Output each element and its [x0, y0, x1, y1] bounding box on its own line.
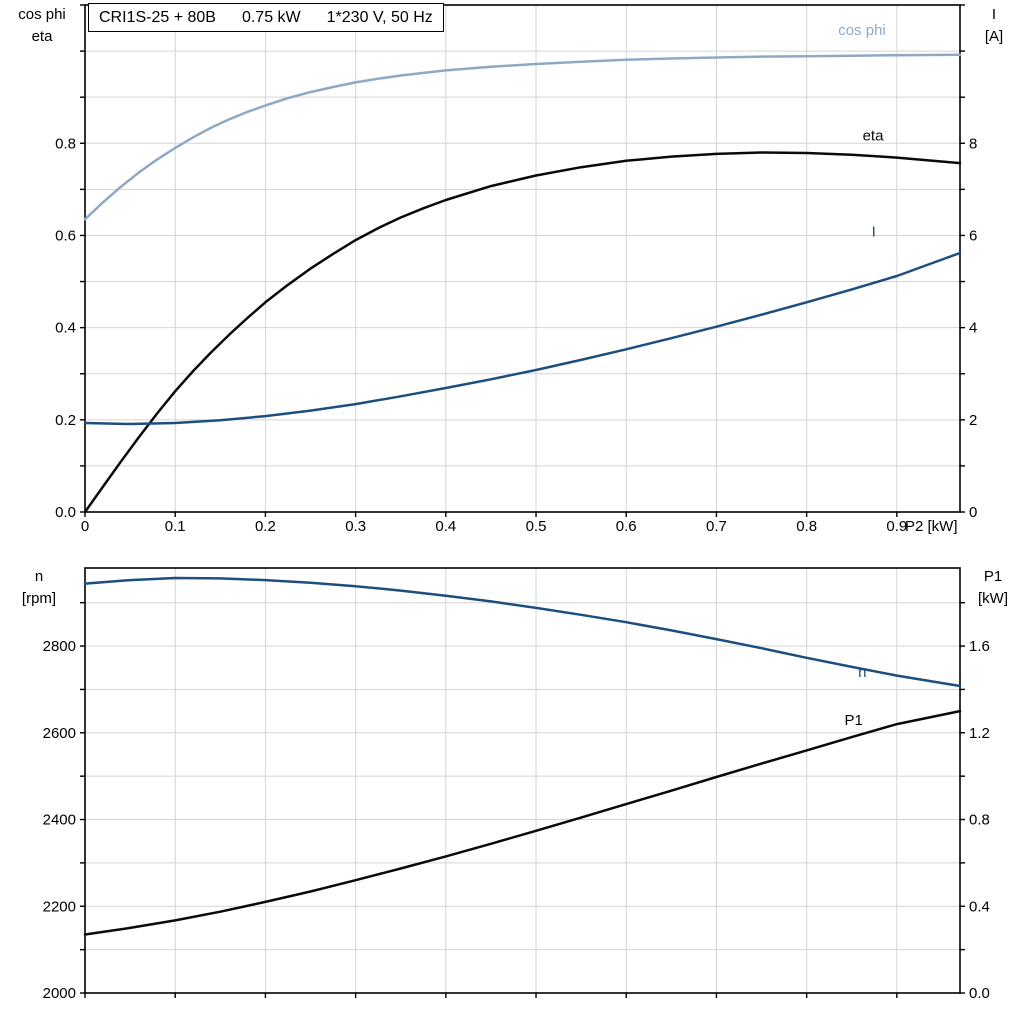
- curve-label-i: I: [872, 223, 876, 240]
- left-tick-label: 2800: [43, 638, 76, 655]
- curve-n: [83, 576, 962, 688]
- left-axis-title-line1: n: [34, 568, 44, 585]
- left-tick-label: 0.2: [55, 412, 76, 429]
- x-tick-label: 0.4: [435, 518, 456, 535]
- chart-title-box: CRI1S-25 + 80B 0.75 kW 1*230 V, 50 Hz: [88, 3, 444, 32]
- left-tick-label: 0.0: [55, 504, 76, 521]
- right-tick-label: 0.0: [969, 985, 990, 1002]
- curve-label-eta: eta: [863, 128, 885, 145]
- right-tick-label: 0.8: [969, 812, 990, 829]
- left-axis-title-line2: eta: [31, 28, 53, 45]
- right-axis-title-line2: [A]: [984, 28, 1004, 45]
- left-tick-label: 2600: [43, 725, 76, 742]
- plot-frame: [84, 4, 961, 513]
- curve-label-p1: P1: [845, 712, 863, 729]
- left-tick-label: 2000: [43, 985, 76, 1002]
- left-axis-title-line2: [rpm]: [21, 590, 57, 607]
- x-tick-label: 0.5: [526, 518, 547, 535]
- right-tick-label: 1.6: [969, 638, 990, 655]
- right-axis-title-line1: I: [991, 6, 997, 23]
- curve-cos-phi: [83, 53, 962, 221]
- right-axis-title-line1: P1: [983, 568, 1003, 585]
- right-axis-title-line2: [kW]: [978, 590, 1008, 607]
- x-tick-label: 0.1: [165, 518, 186, 535]
- x-tick-label: 0.6: [616, 518, 637, 535]
- x-tick-label: 0.2: [255, 518, 276, 535]
- top-chart-left-axis-title: cos phi eta: [2, 4, 82, 48]
- bottom-chart-left-axis-title: n [rpm]: [4, 566, 74, 610]
- left-axis-title-line1: cos phi: [18, 6, 66, 23]
- pump-voltage-frequency: 1*230 V, 50 Hz: [326, 9, 433, 26]
- x-tick-label: 0.7: [706, 518, 727, 535]
- right-tick-label: 2: [969, 412, 977, 429]
- right-tick-label: 6: [969, 227, 977, 244]
- x-tick-label: 0.9: [886, 518, 907, 535]
- left-tick-label: 0.8: [55, 135, 76, 152]
- right-tick-label: 1.2: [969, 725, 990, 742]
- left-tick-label: 2200: [43, 898, 76, 915]
- top-chart-svg: 0 0.1 0.2 0.3 0.4 0.5 0.6 0.7 0.8 0.9 0.0 0.2 0.4 0.6…: [55, 4, 977, 535]
- x-axis-label: P2 [kW]: [905, 518, 958, 535]
- pump-power: 0.75 kW: [241, 9, 301, 26]
- top-chart-right-axis-title: I [A]: [968, 4, 1020, 48]
- right-tick-label: 4: [969, 320, 977, 337]
- curve-p1: [83, 709, 962, 936]
- curve-label-n: n: [858, 664, 866, 681]
- right-tick-label: 0: [969, 504, 977, 521]
- plot-frame: [84, 567, 961, 994]
- left-tick-label: 2400: [43, 812, 76, 829]
- left-tick-label: 0.6: [55, 227, 76, 244]
- pump-model: CRI1S-25 + 80B: [99, 9, 216, 26]
- curve-eta: [83, 151, 962, 514]
- left-tick-label: 0.4: [55, 320, 76, 337]
- x-tick-label: 0.3: [345, 518, 366, 535]
- x-tick-label: 0.8: [796, 518, 817, 535]
- bottom-chart-right-axis-title: P1 [kW]: [964, 566, 1022, 610]
- curve-label-cos-phi: cos phi: [838, 22, 886, 39]
- right-tick-label: 0.4: [969, 898, 990, 915]
- curve-i: [83, 251, 962, 426]
- right-tick-label: 8: [969, 135, 977, 152]
- x-tick-label: 0: [81, 518, 89, 535]
- bottom-chart-svg: 2000 2200 2400 2600 2800 0.0 0.4 0.8 1.2 1.6 n P1: [43, 567, 990, 1002]
